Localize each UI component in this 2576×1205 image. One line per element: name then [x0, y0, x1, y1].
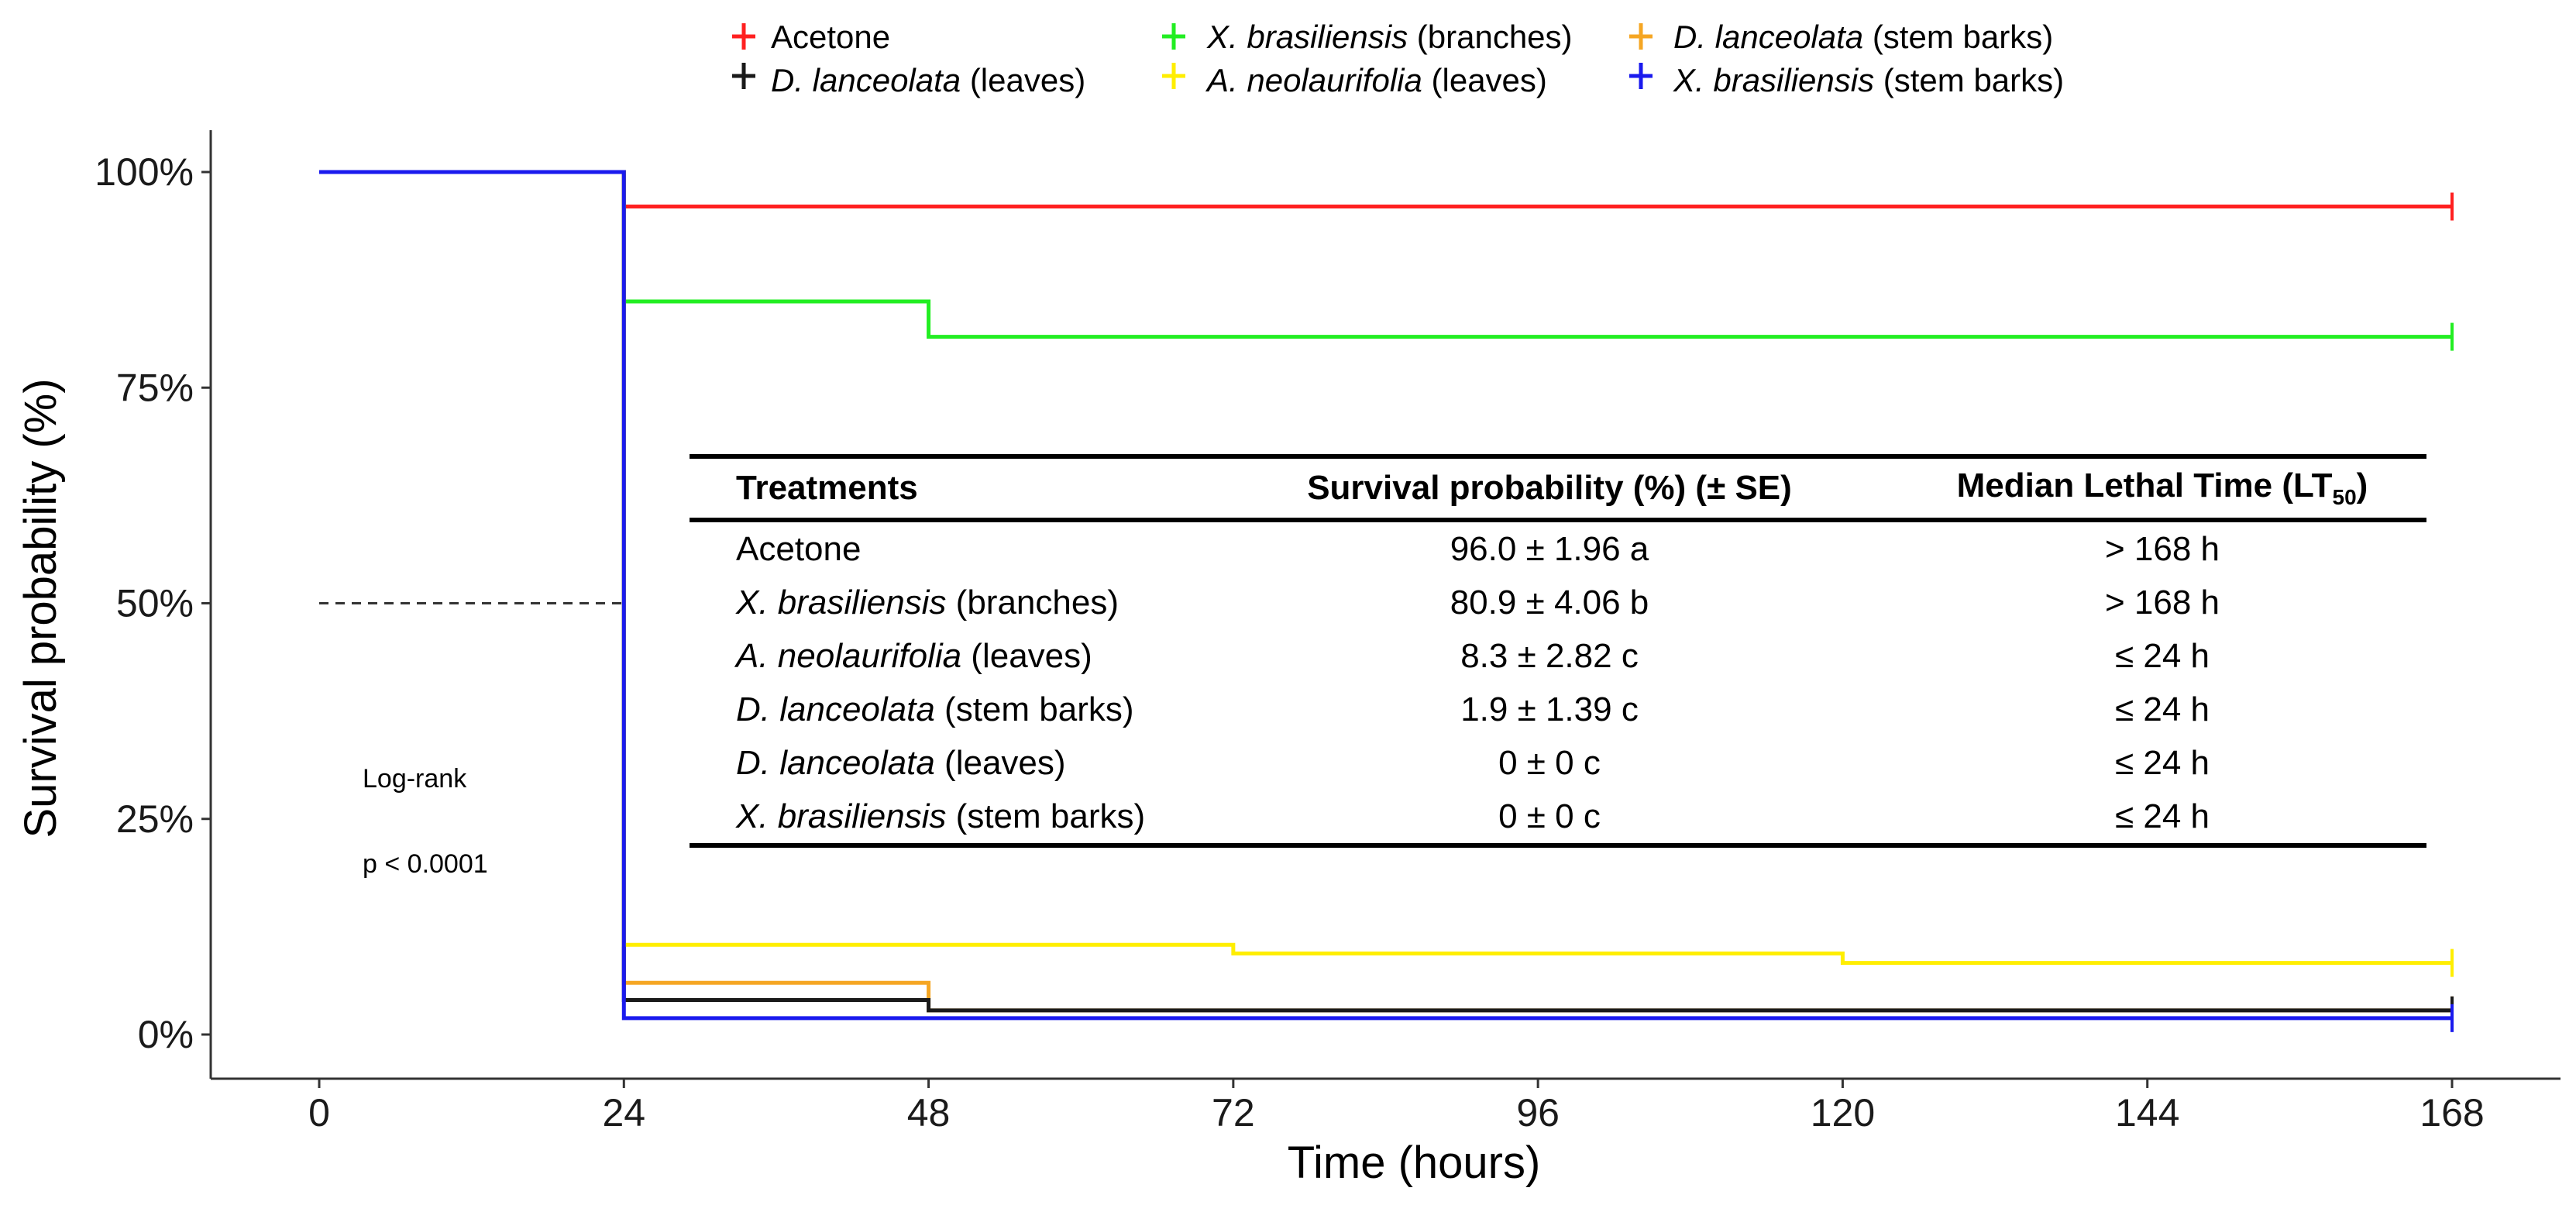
x-axis-title: Time (hours): [1288, 1138, 1541, 1188]
legend-label: A. neolaurifolia (leaves): [1205, 62, 1547, 98]
table-header-row: Treatments Survival probability (%) (± S…: [690, 459, 2426, 518]
legend-label: D. lanceolata (leaves): [771, 62, 1085, 98]
row-survival: 96.0 ± 1.96 a: [1450, 529, 1649, 568]
row-lt50: ≤ 24 h: [2114, 690, 2210, 728]
row-treatment: A. neolaurifolia (leaves): [736, 636, 1092, 675]
series-line-x-brasiliensis-stem-barks: [319, 170, 2452, 1021]
row-lt50: ≤ 24 h: [2114, 743, 2210, 782]
table-top-rule: [690, 454, 2426, 459]
x-tick-label: 0: [308, 1091, 330, 1134]
row-survival: 8.3 ± 2.82 c: [1460, 636, 1639, 675]
y-tick-label: 25%: [116, 797, 194, 841]
table-row: Acetone 96.0 ± 1.96 a > 168 h: [690, 522, 2426, 576]
legend-item-x-brasiliensis-stem-barks: X. brasiliensis (stem barks): [1629, 62, 2064, 98]
row-treatment: D. lanceolata (leaves): [736, 743, 1066, 782]
y-tick-label: 75%: [116, 366, 194, 409]
header-lt50: Median Lethal Time (LT50): [1956, 467, 2368, 509]
row-lt50: > 168 h: [2104, 583, 2220, 621]
legend-label: D. lanceolata (stem barks): [1673, 19, 2053, 55]
header-treatments: Treatments: [736, 469, 918, 507]
x-tick-label: 96: [1516, 1091, 1560, 1134]
header-survival: Survival probability (%) (± SE): [1307, 469, 1792, 507]
series-line-acetone: [319, 170, 2452, 209]
table-row: X. brasiliensis (branches) 80.9 ± 4.06 b…: [690, 576, 2426, 629]
series-line-x-brasiliensis-branches: [319, 170, 2452, 339]
y-tick-label: 50%: [116, 582, 194, 625]
table-bottom-rule: [690, 843, 2426, 848]
y-ticks: 0% 25% 50% 75% 100%: [95, 150, 211, 1056]
legend-item-d-lanceolata-leaves: D. lanceolata (leaves): [732, 62, 1085, 98]
legend: Acetone X. brasiliensis (branches) D. la…: [732, 19, 2064, 98]
logrank-pvalue: p < 0.0001: [363, 849, 488, 879]
table-row: D. lanceolata (stem barks) 1.9 ± 1.39 c …: [690, 683, 2426, 736]
y-tick-label: 0%: [138, 1013, 194, 1056]
x-tick-label: 144: [2115, 1091, 2179, 1134]
y-tick-label: 100%: [95, 150, 194, 194]
legend-item-a-neolaurifolia-leaves: A. neolaurifolia (leaves): [1162, 62, 1547, 98]
row-survival: 1.9 ± 1.39 c: [1460, 690, 1639, 728]
row-treatment: Acetone: [736, 529, 862, 568]
legend-item-acetone: Acetone: [732, 19, 890, 55]
row-survival: 0 ± 0 c: [1498, 797, 1601, 835]
legend-item-x-brasiliensis-branches: X. brasiliensis (branches): [1162, 19, 1573, 55]
row-treatment: X. brasiliensis (branches): [736, 583, 1119, 621]
legend-label: Acetone: [771, 19, 890, 55]
legend-label: X. brasiliensis (stem barks): [1673, 62, 2064, 98]
row-lt50: ≤ 24 h: [2114, 797, 2210, 835]
x-tick-label: 48: [907, 1091, 951, 1134]
y-axis-title: Survival probability (%): [15, 378, 66, 838]
row-survival: 0 ± 0 c: [1498, 743, 1601, 782]
table-row: X. brasiliensis (stem barks) 0 ± 0 c ≤ 2…: [690, 790, 2426, 843]
x-tick-label: 24: [602, 1091, 645, 1134]
row-lt50: ≤ 24 h: [2114, 636, 2210, 675]
legend-label: X. brasiliensis (branches): [1206, 19, 1573, 55]
row-treatment: D. lanceolata (stem barks): [736, 690, 1134, 728]
series-layer: [319, 170, 2454, 1032]
table-row: D. lanceolata (leaves) 0 ± 0 c ≤ 24 h: [690, 736, 2426, 790]
summary-table: Treatments Survival probability (%) (± S…: [690, 454, 2426, 848]
legend-item-d-lanceolata-stem-barks: D. lanceolata (stem barks): [1629, 19, 2053, 55]
x-tick-label: 168: [2420, 1091, 2484, 1134]
table-row: A. neolaurifolia (leaves) 8.3 ± 2.82 c ≤…: [690, 629, 2426, 683]
table-header-rule: [690, 518, 2426, 522]
x-tick-label: 72: [1212, 1091, 1255, 1134]
x-ticks: 0 24 48 72 96 120 144 168: [308, 1079, 2485, 1134]
x-tick-label: 120: [1811, 1091, 1875, 1134]
row-lt50: > 168 h: [2104, 529, 2220, 568]
row-survival: 80.9 ± 4.06 b: [1450, 583, 1649, 621]
row-treatment: X. brasiliensis (stem barks): [736, 797, 1146, 835]
logrank-label: Log-rank: [363, 764, 467, 794]
